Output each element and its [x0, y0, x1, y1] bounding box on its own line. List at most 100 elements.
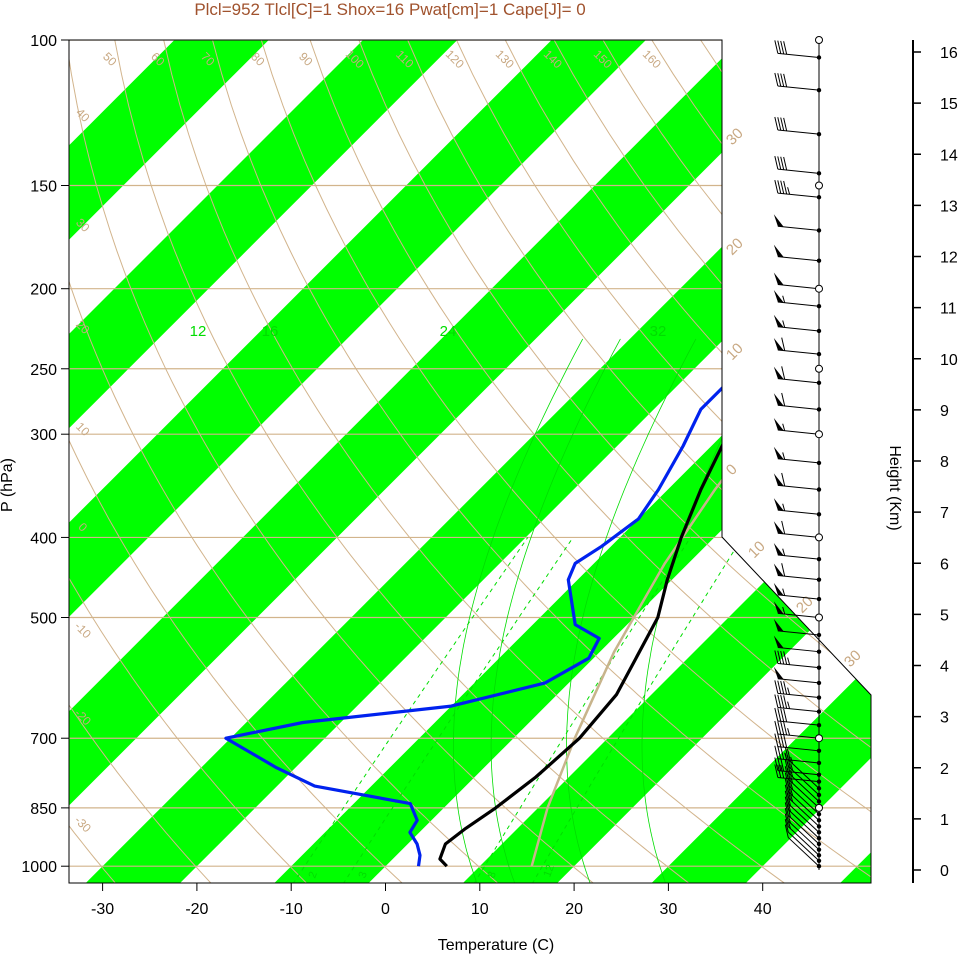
- x-tick-label: 30: [660, 901, 678, 918]
- wind-barb-staff: [777, 733, 820, 739]
- y-tick-label: 1000: [21, 859, 57, 876]
- wind-barb-feather: [784, 790, 789, 804]
- y-tick-label: 400: [30, 530, 57, 547]
- x-tick-label: -30: [91, 901, 114, 918]
- wind-barb-station-dot: [816, 830, 822, 835]
- wind-barb-half-feather: [790, 763, 794, 771]
- wind-barb-staff: [777, 692, 820, 699]
- wind-barb-feather: [774, 650, 779, 664]
- wind-barb-flag: [773, 272, 784, 286]
- moist-adiabat: [566, 338, 697, 883]
- wind-barb-staff: [777, 256, 820, 262]
- wind-barb: [774, 116, 822, 137]
- wind-barb-staff: [777, 484, 820, 491]
- wind-barb-staff: [777, 776, 820, 783]
- x-tick-label: -20: [185, 901, 208, 918]
- wind-barb-flag: [773, 337, 784, 351]
- wind-barb-half-feather: [790, 769, 794, 778]
- wind-barb-staff: [777, 129, 820, 135]
- wind-barb: [773, 366, 822, 386]
- wind-level-circle: [815, 803, 823, 812]
- wind-barb: [773, 337, 822, 357]
- x-tick-label: 0: [381, 901, 390, 918]
- wind-barb-station-dot: [816, 680, 822, 686]
- wind-barb-feather: [777, 745, 782, 760]
- wind-barb-staff: [777, 647, 820, 653]
- wind-barb-station-dot: [816, 858, 822, 863]
- wind-barb: [773, 582, 822, 602]
- mixing-ratio-label: 12: [190, 323, 207, 340]
- wind-barb-feather: [780, 758, 785, 772]
- wind-barb: [774, 650, 822, 670]
- moist-adiabat: [490, 338, 621, 883]
- wind-barb-feather: [774, 40, 779, 54]
- wind-barb: [773, 472, 822, 492]
- wind-barb: [774, 707, 822, 728]
- dry-adiabat-label: 160: [640, 47, 664, 71]
- wind-barb-half-feather: [782, 423, 786, 431]
- wind-barb-feather: [780, 708, 785, 722]
- wind-barb-station-dot: [816, 171, 822, 176]
- isotherm-band: [69, 40, 458, 883]
- wind-barb: [774, 680, 822, 700]
- moist-adiabat-label: 10: [723, 340, 747, 364]
- wind-barb: [774, 72, 822, 93]
- wind-barb-feather: [774, 757, 779, 771]
- wind-barb-station-dot: [816, 577, 822, 582]
- chart-title: Plcl=952 Tlcl[C]=1 Shox=16 Pwat[cm]=1 Ca…: [194, 0, 586, 19]
- wind-barb-staff: [777, 509, 820, 515]
- wind-barb-flag: [773, 498, 784, 511]
- wind-level-circle: [815, 364, 823, 373]
- moist-adiabat-label: 10: [745, 538, 769, 562]
- wind-barb-flag: [773, 244, 784, 258]
- wind-barb-station-dot: [816, 722, 822, 728]
- wind-barb-feather: [783, 651, 788, 665]
- wind-barb-half-feather: [784, 752, 788, 760]
- wind-barb: [774, 156, 822, 176]
- wind-barb-staff: [777, 746, 820, 752]
- height-tick-label: 13: [940, 198, 958, 215]
- wind-barb-station-dot: [816, 556, 822, 562]
- wind-barb-station-dot: [816, 748, 822, 754]
- wind-barb-staff: [777, 192, 820, 198]
- wind-barb-station-dot: [816, 487, 822, 492]
- wind-barb-half-feather: [787, 687, 791, 695]
- wind-barb-feather: [783, 695, 788, 709]
- wind-barb-station-dot: [816, 460, 822, 466]
- wind-barb-half-feather: [782, 606, 786, 615]
- wind-barb-feather: [774, 720, 779, 735]
- wind-barb-feather: [774, 72, 779, 87]
- wind-barb: [774, 733, 822, 754]
- wind-barb: [774, 40, 822, 60]
- wind-barb: [774, 745, 822, 766]
- wind-barb-feather: [783, 708, 788, 723]
- wind-level-circle: [815, 533, 823, 542]
- wind-barb-feather: [780, 180, 785, 194]
- wind-barb: [773, 314, 822, 334]
- moist-adiabat-label: 20: [723, 235, 747, 259]
- dry-adiabat: [407, 40, 871, 883]
- wind-barb-staff: [777, 284, 820, 290]
- y-tick-label: 200: [30, 282, 57, 299]
- wind-barb-feather: [777, 694, 782, 708]
- wind-barb-station-dot: [816, 351, 822, 357]
- wind-barb-staff: [777, 770, 820, 776]
- wind-barb-flag: [773, 314, 784, 328]
- wind-barb-feather: [774, 116, 779, 131]
- wind-barb-feather: [781, 520, 786, 535]
- wind-barb-station-dot: [816, 512, 822, 517]
- mixing-ratio-bottom-label: 3: [356, 870, 369, 880]
- wind-barb-feather: [774, 733, 779, 747]
- wind-barb-feather: [781, 563, 786, 577]
- wind-barb: [773, 392, 822, 412]
- wind-barb-feather: [784, 824, 789, 838]
- wind-barb-station-dot: [816, 649, 822, 654]
- mixing-ratio-bottom-label: 8: [485, 870, 498, 880]
- wind-barb-staff: [787, 785, 820, 815]
- dry-adiabat-label: 130: [493, 47, 517, 71]
- wind-barb-feather: [783, 734, 788, 748]
- wind-barb-flag: [773, 418, 784, 431]
- wind-barb: [773, 290, 822, 309]
- wind-barb-staff: [777, 404, 820, 410]
- wind-barb-feather: [784, 778, 789, 792]
